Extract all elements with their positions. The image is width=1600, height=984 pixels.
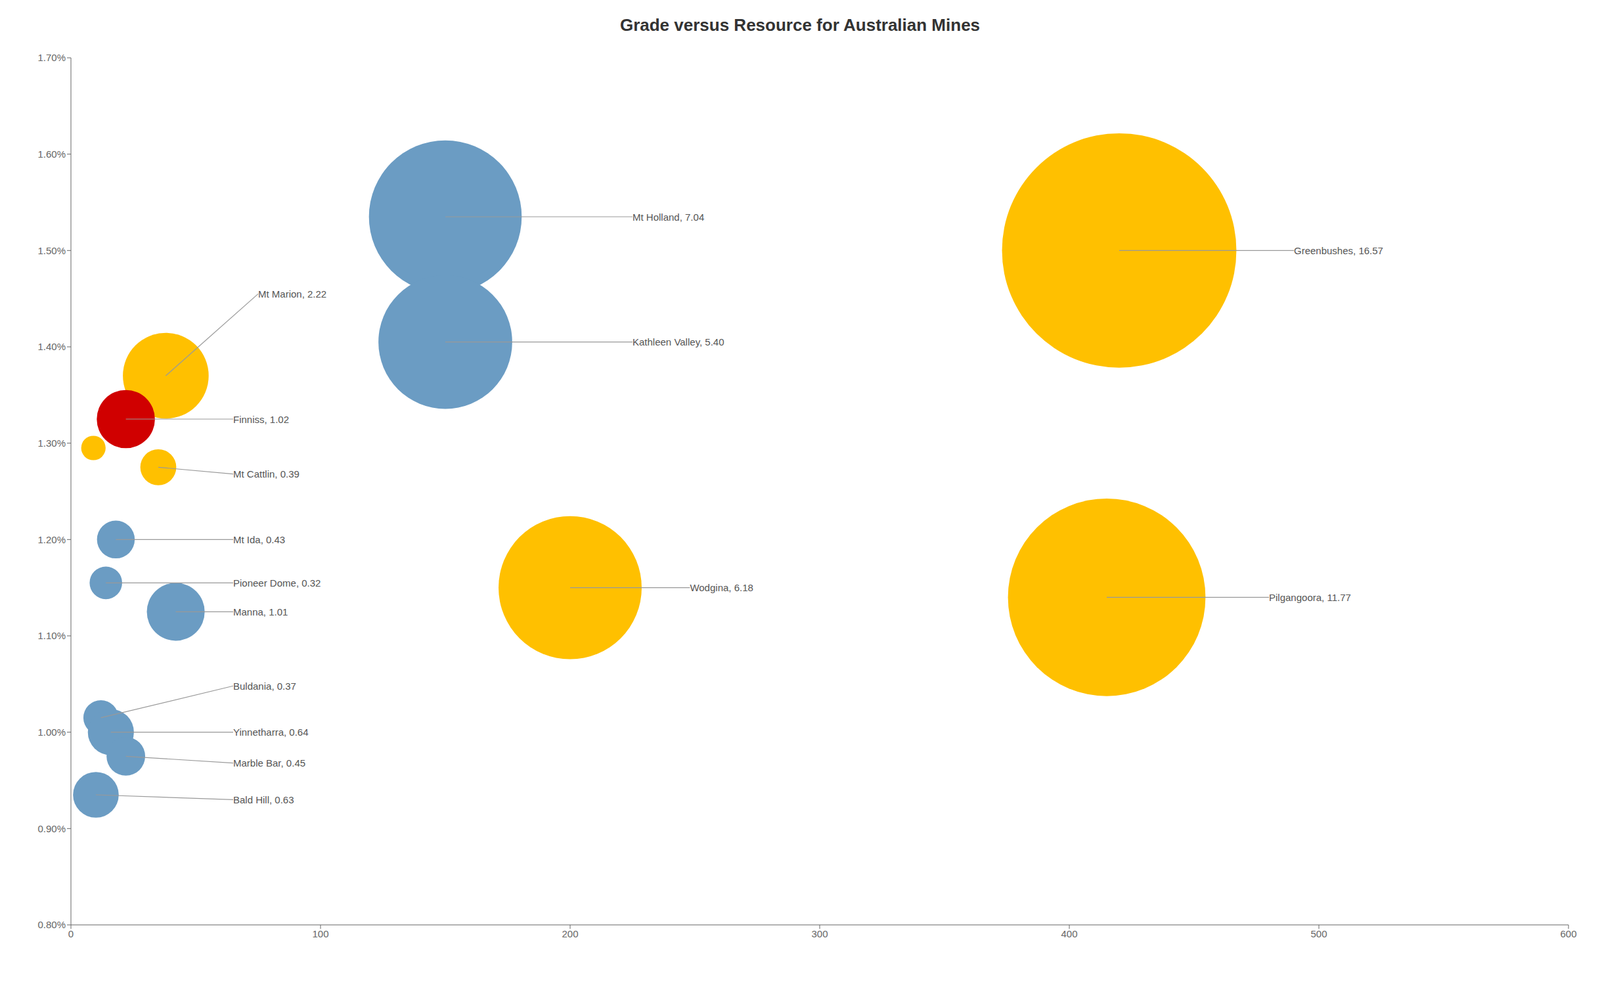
svg-text:Bald Hill, 0.63: Bald Hill, 0.63 bbox=[233, 794, 295, 806]
svg-text:1.10%: 1.10% bbox=[37, 629, 66, 642]
svg-text:0: 0 bbox=[68, 928, 74, 940]
svg-text:300: 300 bbox=[811, 928, 828, 940]
svg-text:Yinnetharra, 0.64: Yinnetharra, 0.64 bbox=[233, 726, 309, 738]
svg-text:Finniss, 1.02: Finniss, 1.02 bbox=[233, 413, 289, 425]
svg-text:Greenbushes, 16.57: Greenbushes, 16.57 bbox=[1293, 244, 1384, 257]
svg-text:Mt Ida, 0.43: Mt Ida, 0.43 bbox=[233, 533, 286, 546]
svg-text:0.80%: 0.80% bbox=[37, 918, 66, 931]
svg-text:200: 200 bbox=[561, 928, 578, 940]
svg-text:Mt Marion, 2.22: Mt Marion, 2.22 bbox=[258, 288, 327, 300]
svg-text:1.60%: 1.60% bbox=[37, 148, 66, 160]
svg-text:1.40%: 1.40% bbox=[37, 340, 66, 353]
svg-text:100: 100 bbox=[311, 928, 329, 940]
svg-text:Mt Cattlin, 0.39: Mt Cattlin, 0.39 bbox=[233, 468, 300, 480]
svg-text:1.70%: 1.70% bbox=[37, 51, 66, 64]
svg-text:1.00%: 1.00% bbox=[37, 726, 66, 738]
svg-text:Kathleen Valley, 5.40: Kathleen Valley, 5.40 bbox=[632, 336, 725, 348]
svg-text:Mt Holland, 7.04: Mt Holland, 7.04 bbox=[632, 211, 705, 223]
svg-text:Pilgangoora, 11.77: Pilgangoora, 11.77 bbox=[1268, 591, 1352, 603]
svg-text:1.50%: 1.50% bbox=[37, 244, 66, 257]
svg-text:0.90%: 0.90% bbox=[37, 822, 66, 835]
svg-text:1.20%: 1.20% bbox=[37, 533, 66, 546]
svg-text:600: 600 bbox=[1559, 928, 1577, 940]
svg-text:1.30%: 1.30% bbox=[37, 437, 66, 449]
html-text:Grade versus Resource for Aust: Grade versus Resource for Australian Min… bbox=[619, 15, 981, 35]
svg-text:Buldania, 0.37: Buldania, 0.37 bbox=[233, 680, 297, 692]
svg-text:Wodgina, 6.18: Wodgina, 6.18 bbox=[689, 581, 753, 594]
svg-text:Pioneer Dome, 0.32: Pioneer Dome, 0.32 bbox=[233, 577, 321, 589]
svg-text:500: 500 bbox=[1310, 928, 1327, 940]
svg-text:400: 400 bbox=[1060, 928, 1078, 940]
svg-text:Marble Bar, 0.45: Marble Bar, 0.45 bbox=[233, 757, 306, 769]
svg-text:Manna, 1.01: Manna, 1.01 bbox=[233, 606, 288, 618]
